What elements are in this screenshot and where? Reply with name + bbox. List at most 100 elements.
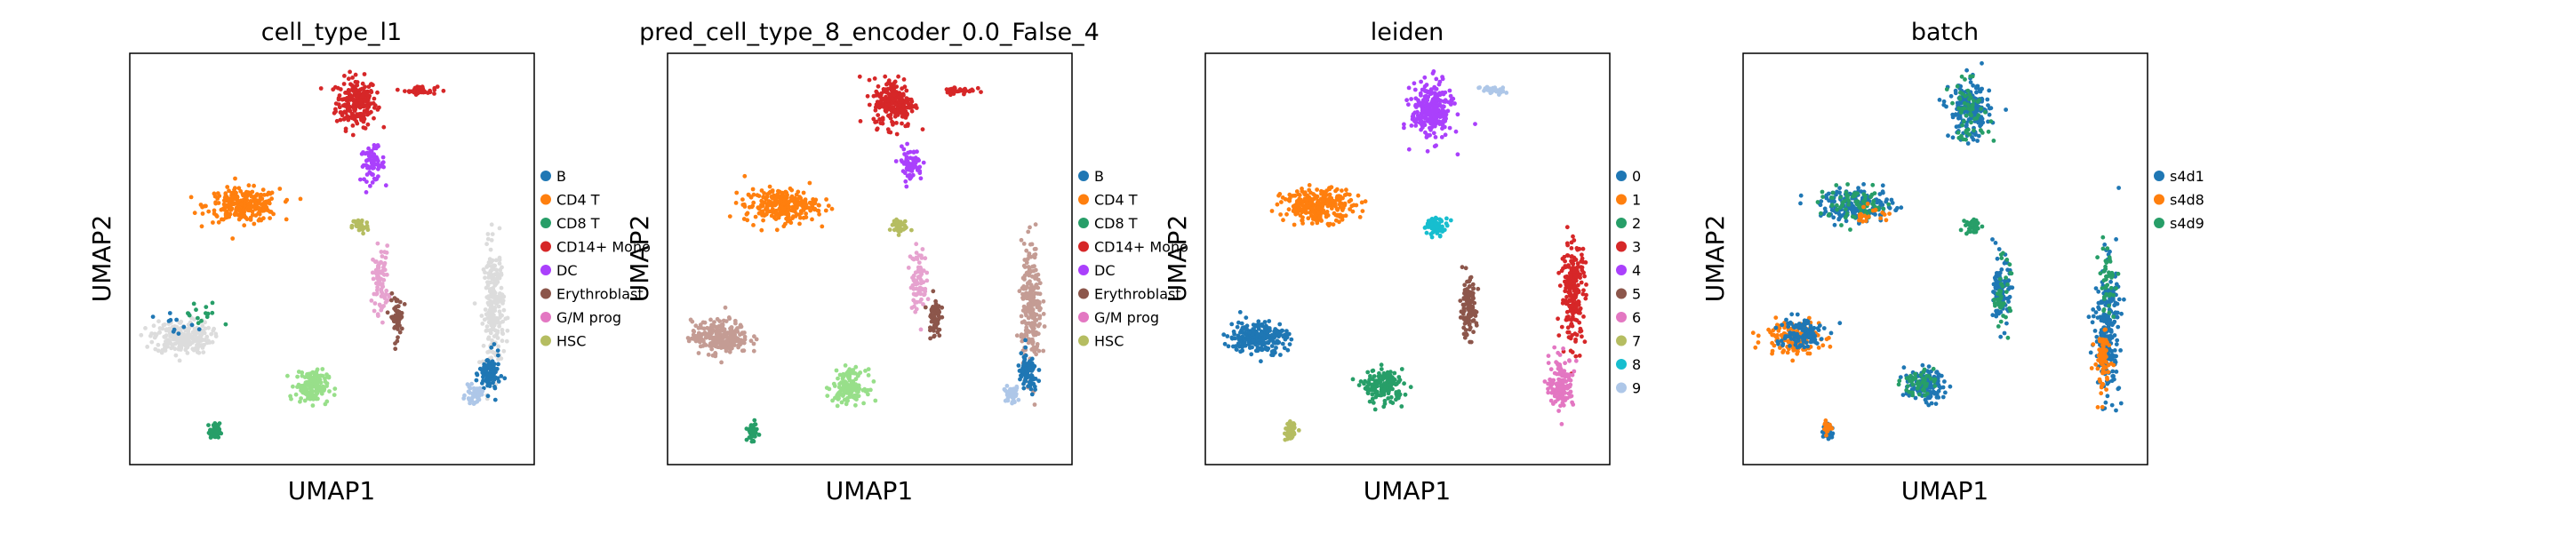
data-point [1576, 282, 1580, 288]
data-point [1269, 332, 1275, 338]
data-point [918, 176, 924, 181]
data-point [313, 385, 318, 389]
data-point [390, 316, 395, 321]
data-point [1028, 225, 1032, 230]
data-point [343, 129, 348, 134]
data-point [1260, 337, 1266, 342]
data-point [1953, 91, 1958, 96]
data-point [206, 209, 212, 214]
data-point [375, 90, 380, 95]
data-point [490, 258, 495, 263]
data-point [781, 206, 787, 211]
data-point [770, 207, 775, 211]
data-point [195, 350, 200, 354]
data-point [486, 335, 492, 340]
data-point [858, 119, 863, 123]
data-point [904, 88, 909, 93]
data-point [483, 275, 487, 281]
data-point [237, 209, 243, 214]
data-point [823, 208, 828, 213]
data-point [309, 396, 315, 402]
data-point [1226, 344, 1231, 349]
legend-label: 1 [1632, 192, 1641, 209]
data-point [490, 349, 495, 354]
data-point [1386, 396, 1391, 401]
data-point [919, 287, 924, 292]
data-point [901, 77, 907, 82]
data-point [932, 333, 937, 338]
data-point [1570, 400, 1574, 405]
data-point [1014, 333, 1020, 338]
data-point [1568, 394, 1572, 399]
data-point [2004, 107, 2009, 112]
data-point [364, 104, 370, 109]
data-point [283, 199, 288, 204]
data-point [1396, 394, 1402, 399]
data-point [1372, 374, 1377, 378]
data-point [795, 212, 799, 217]
data-point [289, 396, 293, 402]
data-point [1327, 186, 1332, 191]
data-point [342, 74, 347, 78]
data-point [500, 301, 505, 306]
data-point [363, 151, 368, 156]
data-point [1556, 378, 1562, 382]
legend-marker [540, 241, 551, 252]
data-point [497, 255, 502, 260]
data-point [841, 371, 846, 377]
legend-label: Erythroblast [556, 286, 644, 303]
data-point [898, 103, 902, 107]
legend-marker [1616, 335, 1627, 346]
data-point [902, 84, 908, 90]
data-point [212, 208, 217, 213]
data-point [380, 155, 386, 160]
data-point [861, 401, 866, 406]
data-point [499, 356, 504, 361]
data-point [314, 370, 319, 374]
data-point [485, 236, 491, 242]
data-point [1402, 381, 1406, 386]
data-point [1287, 198, 1292, 203]
data-point [804, 211, 808, 216]
data-point [480, 389, 485, 394]
data-point [896, 233, 901, 237]
data-point [1265, 340, 1270, 346]
data-point [1964, 68, 1970, 73]
data-point [475, 399, 480, 404]
data-point [339, 110, 343, 115]
data-point [1557, 363, 1563, 369]
data-point [1269, 209, 1275, 213]
data-point [902, 226, 908, 231]
data-point [1432, 86, 1437, 91]
data-point [366, 146, 371, 151]
data-point [883, 74, 888, 79]
data-point [1444, 223, 1450, 228]
data-point [488, 294, 493, 298]
data-point [715, 345, 720, 349]
data-point [495, 336, 500, 340]
data-point [1467, 304, 1472, 309]
data-point [187, 326, 192, 331]
data-point [906, 266, 911, 270]
data-point [706, 333, 711, 338]
data-point [372, 152, 377, 157]
data-point [936, 308, 941, 313]
data-point [380, 284, 386, 290]
legend-label: B [1094, 168, 1104, 185]
data-point [902, 171, 908, 176]
data-point [723, 344, 727, 349]
data-point [348, 69, 352, 75]
legend-marker [1078, 312, 1089, 322]
data-point [306, 381, 311, 386]
data-point [885, 81, 891, 86]
data-point [764, 195, 769, 200]
data-point [904, 184, 909, 189]
data-point [308, 378, 313, 383]
data-point [1021, 386, 1027, 391]
data-point [1430, 225, 1436, 230]
data-point [883, 87, 888, 92]
data-point [731, 331, 735, 337]
data-point [1420, 99, 1425, 105]
legend-marker [1616, 312, 1627, 322]
data-point [1283, 431, 1287, 436]
